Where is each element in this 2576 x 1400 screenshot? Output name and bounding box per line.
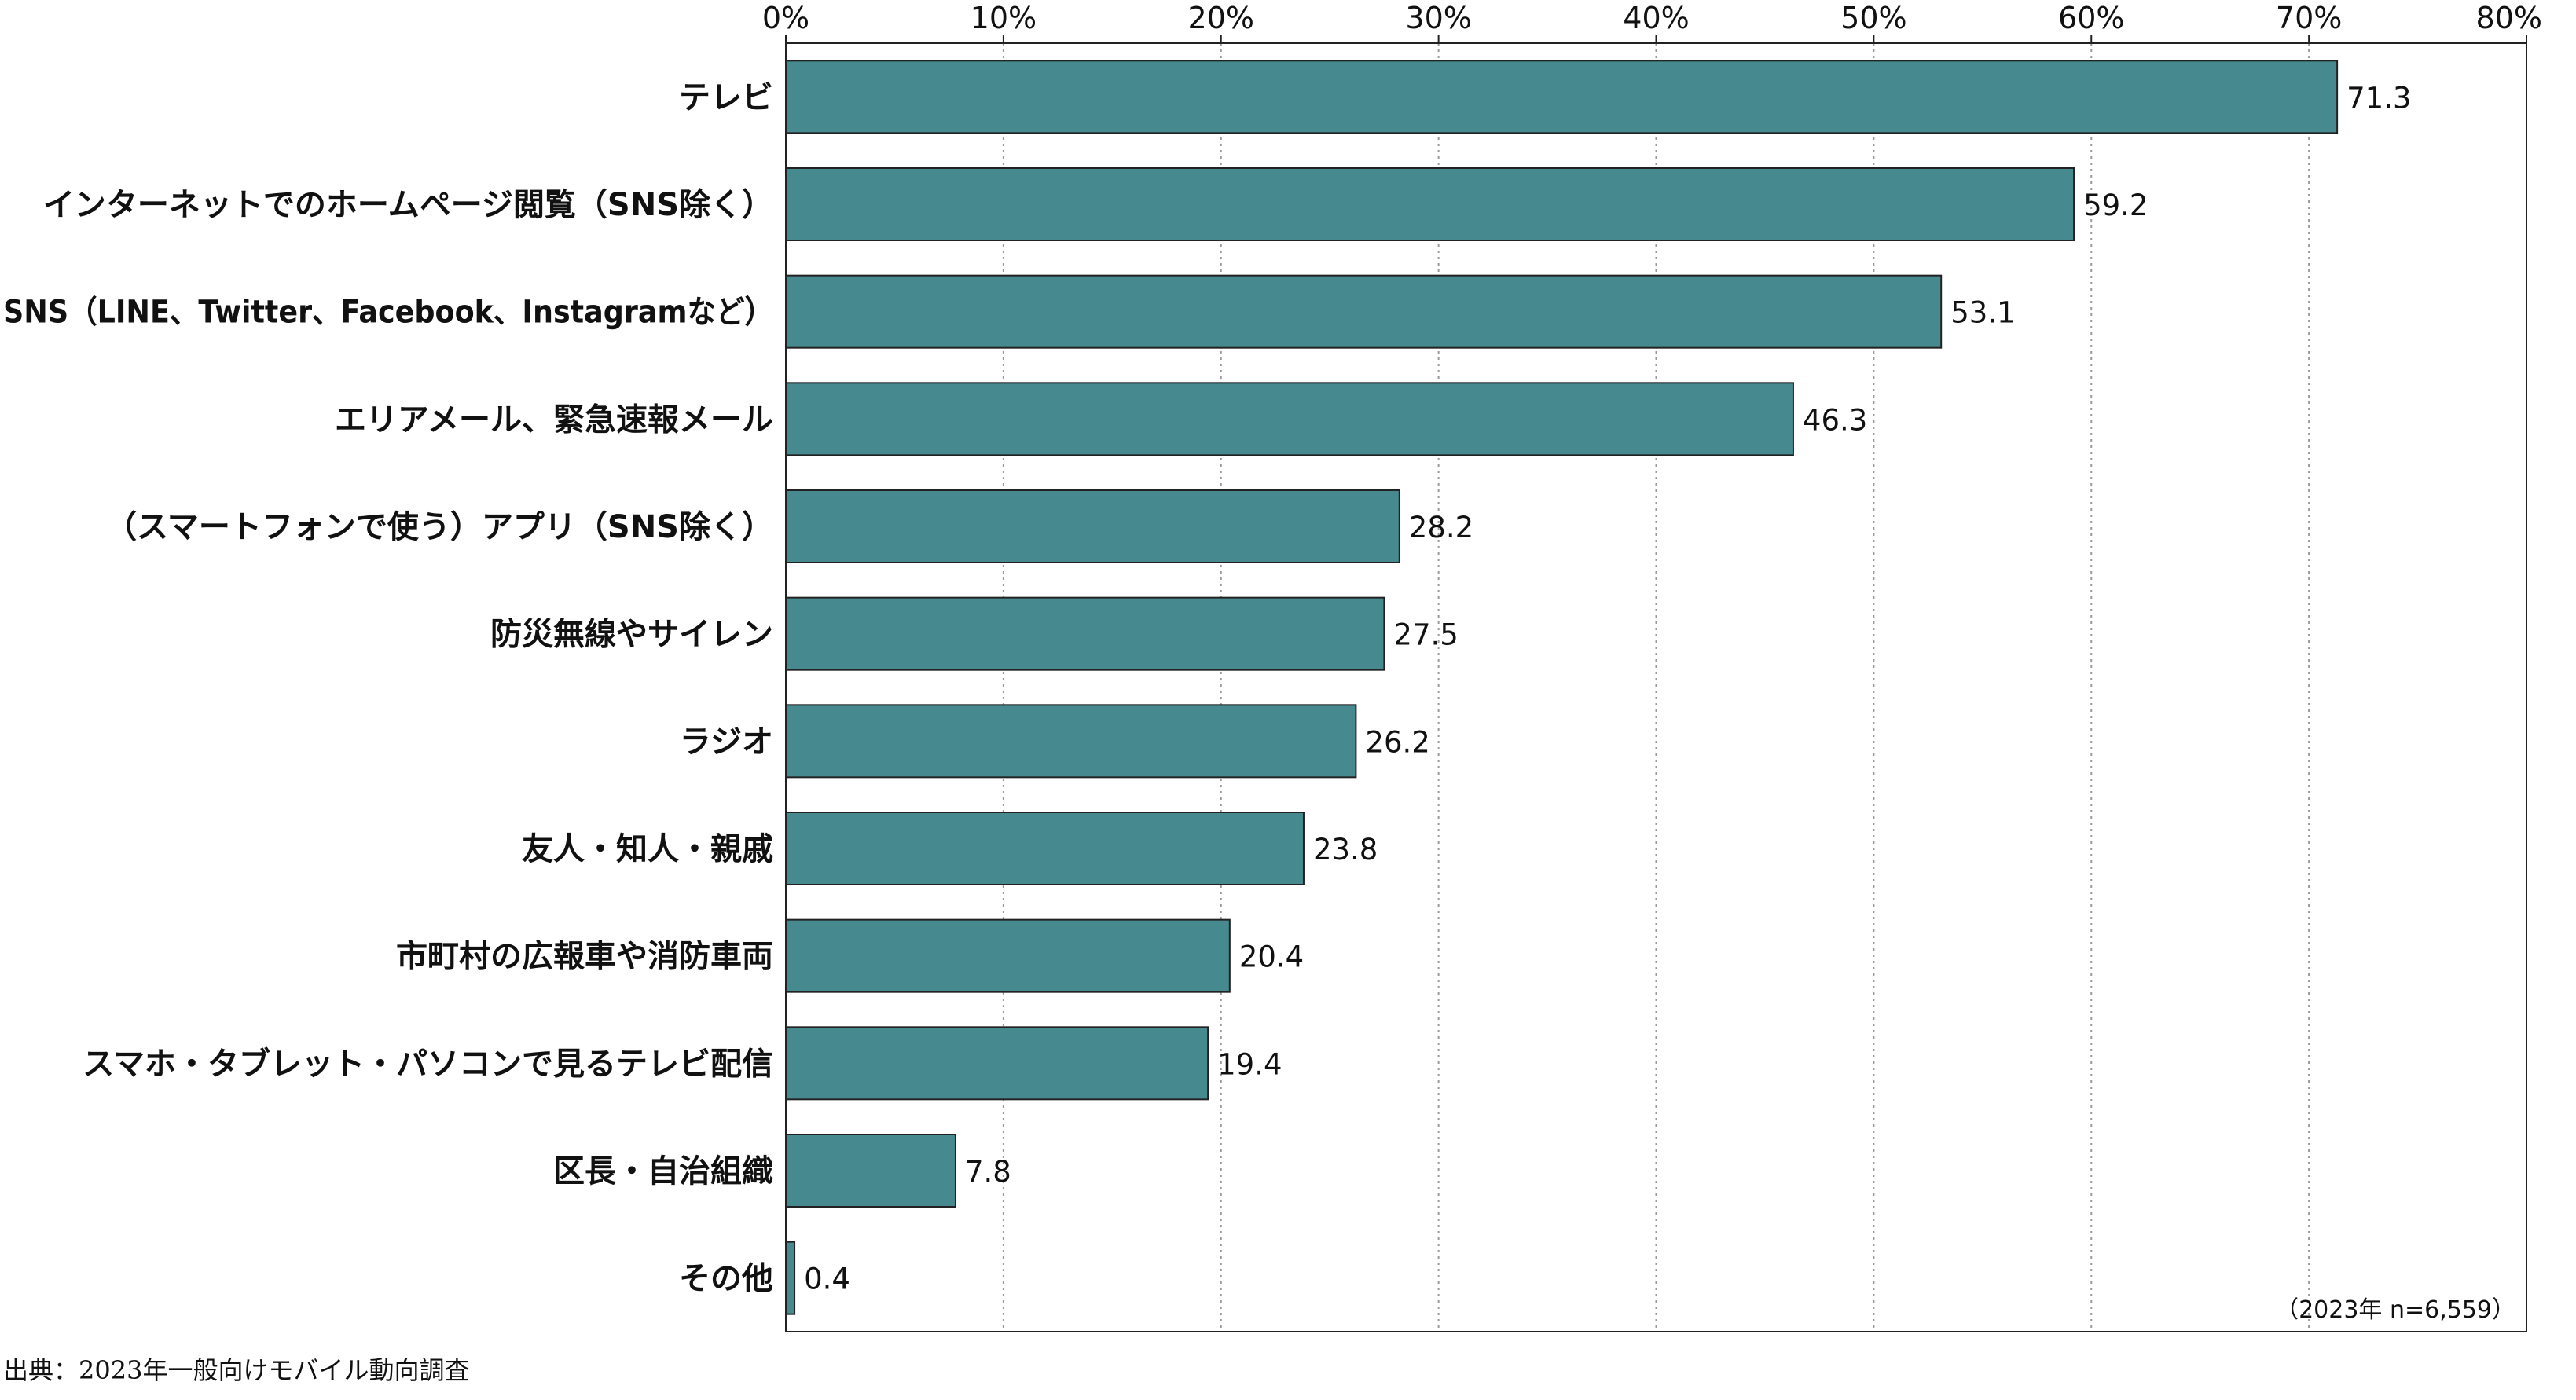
bars — [786, 60, 2339, 1315]
value-label: 26.2 — [1365, 725, 1429, 759]
bar — [786, 167, 2075, 241]
x-tick-label: 70% — [2276, 1, 2342, 35]
category-label: SNS（LINE、Twitter、Facebook、Instagramなど） — [3, 295, 773, 331]
x-tick-label: 60% — [2058, 1, 2124, 35]
x-tick-label: 80% — [2476, 1, 2542, 35]
value-label: 20.4 — [1239, 940, 1304, 974]
x-tick-label: 50% — [1840, 1, 1906, 35]
value-label: 27.5 — [1393, 618, 1458, 652]
bar — [786, 60, 2339, 134]
value-label: 23.8 — [1313, 833, 1378, 867]
value-label: 0.4 — [804, 1263, 850, 1296]
bar — [786, 596, 1385, 671]
category-label: インターネットでのホームページ閲覧（SNS除く） — [43, 187, 773, 223]
category-label: テレビ — [679, 79, 773, 115]
bar — [786, 1241, 796, 1315]
category-label: その他 — [679, 1261, 773, 1297]
source-note: 出典：2023年一般向けモバイル動向調査 — [3, 1355, 469, 1385]
bar — [786, 382, 1794, 456]
x-tick-label: 20% — [1188, 1, 1254, 35]
category-label: 防災無線やサイレン — [490, 617, 773, 653]
value-labels: 71.3 59.2 53.1 46.3 28.2 27.5 26.2 23.8 20.4 19.4… — [804, 81, 2411, 1296]
bar — [786, 1134, 956, 1208]
value-label: 46.3 — [1803, 403, 1867, 437]
x-axis-ticks: 0% 10% 20% 30% 40% 50% 60% 70% 80% — [762, 1, 2542, 43]
gridlines — [1002, 43, 2310, 1332]
x-tick-label: 0% — [762, 1, 809, 35]
bar — [786, 704, 1357, 779]
value-label: 71.3 — [2347, 81, 2411, 115]
x-tick-label: 40% — [1623, 1, 1689, 35]
x-tick-label: 30% — [1405, 1, 1471, 35]
value-label: 59.2 — [2083, 189, 2148, 222]
category-label: 友人・知人・親戚 — [522, 831, 773, 867]
category-label: ラジオ — [680, 724, 773, 760]
category-label: スマホ・タブレット・パソコンで見るテレビ配信 — [83, 1046, 773, 1082]
category-label: エリアメール、緊急速報メール — [335, 401, 773, 438]
bar — [786, 1026, 1209, 1101]
value-label: 7.8 — [965, 1155, 1011, 1189]
category-label: 区長・自治組織 — [553, 1153, 773, 1189]
bar — [786, 812, 1305, 885]
bar — [786, 489, 1400, 563]
category-label: 市町村の広報車や消防車両 — [396, 939, 773, 975]
x-tick-label: 10% — [971, 1, 1037, 35]
value-label: 28.2 — [1409, 511, 1473, 544]
bar — [786, 918, 1231, 993]
sample-size-note: （2023年 n=6,559） — [2275, 1296, 2515, 1324]
value-label: 19.4 — [1217, 1047, 1282, 1081]
bar — [786, 274, 1943, 349]
category-label: （スマートフォンで使う）アプリ（SNS除く） — [105, 509, 773, 545]
value-label: 53.1 — [1950, 296, 2015, 330]
